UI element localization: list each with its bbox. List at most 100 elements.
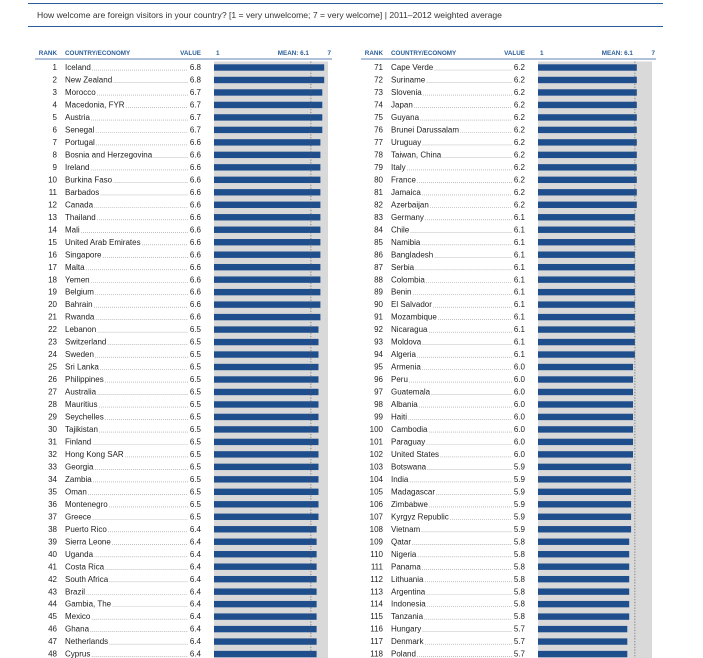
title-rule — [28, 26, 663, 27]
country-label: Nicaragua — [391, 325, 428, 334]
bar — [214, 513, 319, 520]
bar — [538, 600, 630, 608]
bar — [538, 288, 635, 296]
value-label: 6.2 — [514, 188, 526, 197]
bar — [538, 625, 628, 633]
bar — [214, 488, 319, 496]
value-label: 6.7 — [190, 88, 202, 97]
bar — [214, 313, 321, 321]
rank-label: 118 — [370, 650, 383, 658]
bar — [214, 151, 321, 159]
bar — [538, 126, 637, 134]
value-label: 6.6 — [190, 188, 202, 197]
country-label: Denmark — [391, 637, 424, 646]
country-label: Uruguay — [391, 138, 421, 147]
value-label: 6.1 — [514, 338, 526, 347]
value-label: 6.4 — [190, 612, 202, 621]
rank-label: 23 — [48, 338, 57, 347]
rank-label: 17 — [48, 263, 57, 272]
rank-label: 25 — [48, 363, 57, 372]
value-label: 6.0 — [514, 413, 526, 422]
rank-label: 84 — [374, 225, 383, 234]
value-label: 6.0 — [514, 375, 526, 384]
country-label: Canada — [65, 200, 94, 209]
country-label: Tanzania — [391, 612, 424, 621]
country-label: Malta — [65, 263, 85, 272]
bar — [214, 226, 321, 233]
value-header: VALUE — [180, 50, 201, 57]
country-label: Colombia — [391, 275, 425, 284]
bar — [538, 326, 635, 333]
rank-label: 90 — [374, 300, 383, 309]
bar — [538, 226, 635, 233]
bar — [538, 64, 637, 71]
value-label: 6.2 — [514, 175, 526, 184]
bar — [214, 64, 325, 71]
value-label: 6.0 — [514, 450, 526, 459]
value-label: 6.6 — [190, 288, 202, 297]
rank-label: 2 — [53, 76, 58, 85]
bar — [214, 288, 321, 296]
country-label: Guatemala — [391, 388, 431, 397]
country-label: Greece — [65, 512, 92, 521]
value-label: 6.5 — [190, 400, 202, 409]
top-rule — [28, 3, 663, 4]
rank-label: 3 — [53, 88, 58, 97]
country-label: Zambia — [65, 475, 92, 484]
rank-label: 44 — [48, 600, 57, 609]
scale-min-label: 1 — [540, 50, 544, 57]
country-label: Mozambique — [391, 313, 437, 322]
bar — [538, 263, 635, 271]
country-label: Bahrain — [65, 300, 93, 309]
rank-label: 39 — [48, 537, 57, 546]
rank-label: 19 — [48, 288, 57, 297]
bar — [538, 151, 637, 159]
value-label: 5.8 — [514, 600, 526, 609]
country-label: Algeria — [391, 350, 416, 359]
value-label: 6.1 — [514, 225, 526, 234]
country-label: Qatar — [391, 537, 411, 546]
country-label: Albania — [391, 400, 418, 409]
bar — [214, 338, 319, 346]
country-label: Chile — [391, 225, 410, 234]
country-label: Mali — [65, 225, 80, 234]
country-label: Botswana — [391, 462, 427, 471]
bar — [538, 476, 632, 483]
country-label: Thailand — [65, 213, 96, 222]
bar — [538, 338, 635, 346]
country-label: Sweden — [65, 350, 94, 359]
value-label: 6.1 — [514, 213, 526, 222]
country-label: Haiti — [391, 413, 407, 422]
rank-label: 41 — [48, 562, 57, 571]
country-label: Senegal — [65, 126, 95, 135]
country-label: Nigeria — [391, 550, 417, 559]
bar — [214, 650, 317, 658]
value-label: 5.8 — [514, 612, 526, 621]
rank-label: 71 — [374, 63, 383, 72]
rank-label: 24 — [48, 350, 57, 359]
value-label: 5.8 — [514, 587, 526, 596]
rank-label: 6 — [53, 126, 58, 135]
rank-label: 28 — [48, 400, 57, 409]
country-label: Kyrgyz Republic — [391, 512, 449, 521]
value-label: 6.4 — [190, 625, 202, 634]
country-label: Sri Lanka — [65, 363, 99, 372]
bar — [214, 126, 323, 134]
bar — [214, 76, 325, 84]
country-label: Argentina — [391, 587, 426, 596]
bar — [538, 139, 637, 146]
country-label: Poland — [391, 650, 416, 658]
rank-label: 82 — [374, 200, 383, 209]
country-label: Puerto Rico — [65, 525, 107, 534]
rank-label: 1 — [53, 63, 58, 72]
value-label: 5.7 — [514, 625, 526, 634]
rank-label: 108 — [370, 525, 384, 534]
country-label: Vietnam — [391, 525, 421, 534]
rank-label: 109 — [370, 537, 384, 546]
rank-label: 32 — [48, 450, 57, 459]
bar — [538, 575, 630, 583]
bar — [538, 164, 637, 171]
bar — [538, 189, 637, 196]
bar — [538, 351, 635, 358]
bar — [538, 76, 637, 84]
